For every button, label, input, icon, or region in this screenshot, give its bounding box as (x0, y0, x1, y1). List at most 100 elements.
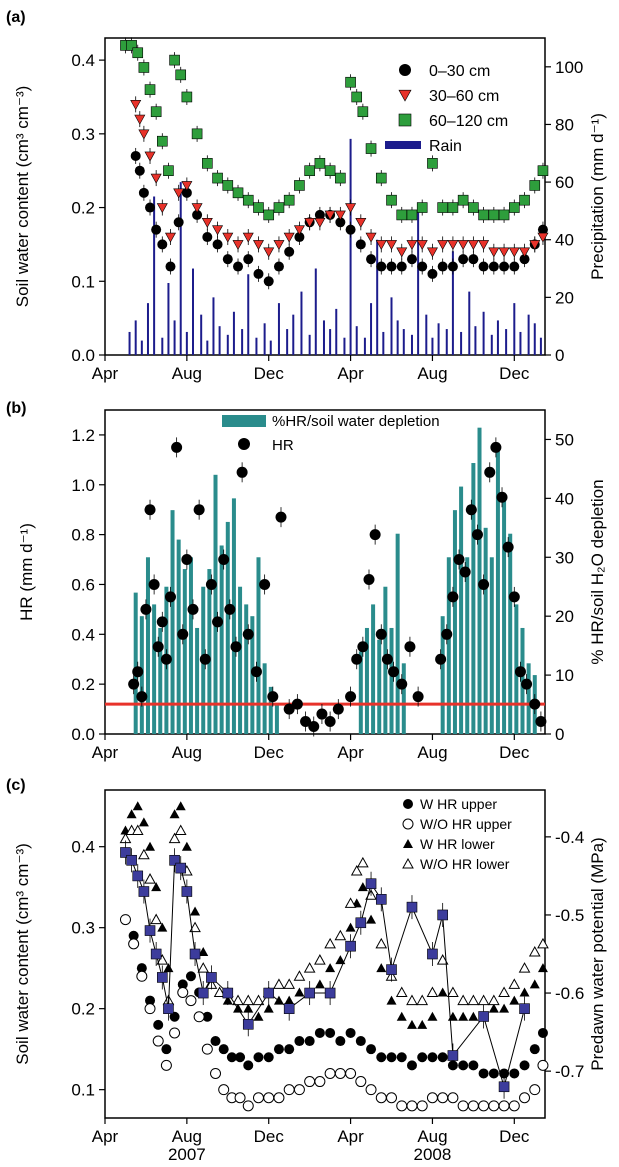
series-point (222, 232, 234, 243)
hr-point (177, 628, 189, 640)
series-point (437, 987, 448, 997)
series-point (386, 1052, 397, 1063)
series-point (212, 172, 223, 184)
series-point (144, 151, 156, 162)
bar (238, 586, 243, 734)
series-point (273, 261, 284, 272)
hr-point (148, 578, 160, 590)
series-point (509, 1068, 520, 1079)
series-point (376, 1052, 387, 1063)
panel-c-y-tick-label: 0.3 (71, 919, 95, 938)
series-point (252, 1092, 264, 1104)
series-point (222, 254, 233, 265)
series-point (386, 261, 397, 272)
water-potential-point (189, 948, 201, 960)
series-point (253, 1011, 264, 1021)
series-point (478, 209, 489, 221)
hr-point (351, 653, 363, 665)
series-point (355, 1036, 366, 1047)
panel-a-x-tick-label: Dec (499, 364, 530, 383)
series-point (498, 986, 510, 997)
series-point (314, 1076, 326, 1088)
bar (446, 557, 451, 734)
series-point (173, 217, 184, 228)
series-point (202, 1011, 213, 1022)
panel-b-y-tick-label: 1.0 (71, 476, 95, 495)
series-point (304, 1076, 316, 1088)
series-point (357, 106, 369, 118)
series-point (150, 106, 162, 118)
series-point (169, 1011, 180, 1022)
series-point (119, 914, 131, 926)
bar (274, 704, 279, 734)
series-point (529, 979, 540, 989)
panel-b-x-tick-label: Apr (337, 743, 364, 762)
water-potential-point (519, 1003, 530, 1014)
series-point (242, 194, 254, 206)
series-point (263, 1092, 275, 1104)
series-point (222, 180, 234, 191)
hr-point (291, 698, 303, 710)
series-point (406, 994, 418, 1006)
series-point (499, 1003, 510, 1013)
series-point (177, 979, 188, 990)
panel-a-y2-tick-label: 100 (555, 58, 583, 77)
panel-a-y-tick-label: 0.0 (71, 346, 95, 365)
series-point (126, 809, 137, 819)
series-point (366, 1044, 377, 1055)
water-potential-point (345, 940, 356, 952)
hr-point (193, 504, 205, 516)
series-point (293, 970, 306, 981)
series-point (304, 218, 316, 228)
series-point (284, 246, 295, 257)
hr-point (152, 641, 164, 653)
panel-b-y-tick-label: 1.2 (71, 426, 95, 445)
series-point (427, 158, 438, 169)
legend-marker (398, 89, 412, 102)
series-point (386, 1092, 398, 1104)
panel-a-x-tick-label: Dec (254, 364, 285, 383)
series-point (243, 254, 254, 265)
legend-label: 60–120 cm (429, 113, 508, 130)
bar (256, 557, 261, 734)
series-point (150, 173, 162, 184)
series-point (488, 1100, 500, 1112)
hr-point (136, 691, 148, 703)
series-point (126, 40, 137, 51)
bar (401, 663, 406, 734)
legend-label: 0–30 cm (429, 63, 490, 80)
series-point (376, 261, 387, 272)
series-point (437, 1092, 449, 1104)
series-point (138, 62, 150, 73)
series-point (365, 232, 377, 243)
panel-b-x-tick-label: Aug (172, 743, 202, 762)
series-point (314, 954, 326, 965)
hr-point (140, 603, 152, 615)
series-point (366, 914, 377, 924)
series-point (273, 1092, 285, 1104)
hr-point (199, 653, 211, 665)
series-point (355, 218, 367, 228)
series-point (537, 165, 549, 176)
water-potential-point (365, 878, 377, 890)
panel-a-ylabel: Soil water content (cm³ cm⁻³) (13, 86, 32, 308)
panel-c-y2-tick-label: -0.7 (555, 1062, 584, 1081)
water-potential-point (144, 925, 156, 936)
series-point (478, 261, 489, 272)
panel-c-frame (104, 789, 546, 1119)
series-point (130, 150, 141, 161)
series-point (488, 1003, 499, 1013)
series-point (263, 1052, 274, 1063)
series-point (417, 261, 428, 272)
series-point (468, 1011, 479, 1021)
series-point (375, 1092, 387, 1104)
series-point (144, 1003, 156, 1015)
series-point (175, 801, 186, 811)
series-point (190, 906, 201, 916)
series-point (136, 970, 148, 982)
panel-c-y2-tick-label: -0.4 (555, 828, 584, 847)
series-point (406, 1019, 417, 1029)
series-point (498, 209, 510, 221)
series-point (509, 202, 520, 213)
series-point (335, 172, 346, 184)
